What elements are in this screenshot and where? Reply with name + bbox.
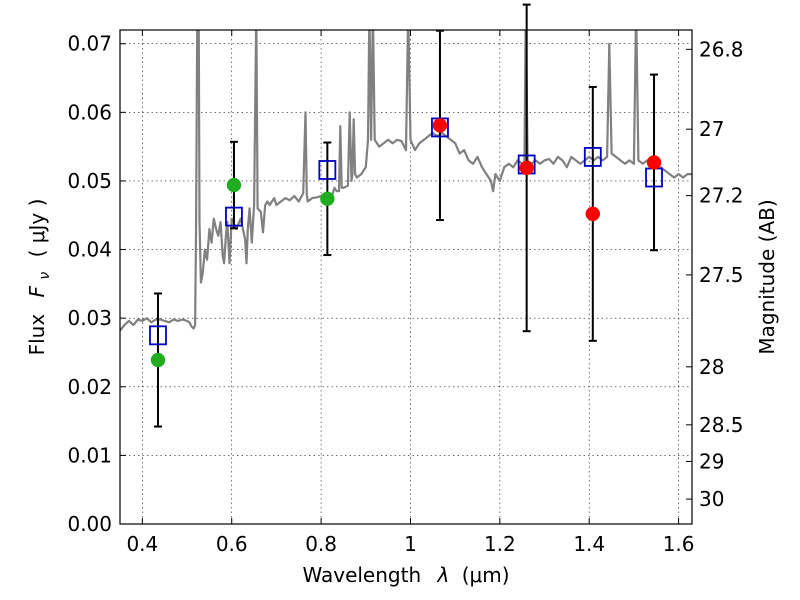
ticks: 0.4 0.6 0.8 1 1.2 1.4 1.6 0.00 0.01 0.02 0.03 0.04 0… [67,30,744,556]
observed-point-marker [519,160,534,176]
y-tick-label: 0.00 [67,512,112,536]
y2-tick-label: 27.5 [699,263,744,287]
y2-tick-label: 28.5 [699,413,744,437]
y-tick-label: 0.04 [67,238,112,262]
x-tick-label: 1 [404,532,417,556]
x-tick-label: 1.2 [484,532,516,556]
x-tick-label: 1.4 [573,532,605,556]
plot-frame [119,29,693,525]
observed-point-marker [150,352,166,368]
y2-tick-label: 27 [699,117,724,141]
observed-point-marker [585,206,601,222]
y-tick-label: 0.06 [67,100,112,124]
x-axis-label: Wavelength λ (μm) [302,563,509,587]
y2-tick-label: 27.2 [699,184,744,208]
model-square-marker [149,325,167,346]
marker-layer [149,3,663,428]
x-tick-label: 1.6 [663,532,695,556]
y2-tick-label: 26.8 [699,37,744,61]
y-tick-label: 0.02 [67,375,112,399]
y-axis-label: Flux F ν ( μJy ) [25,199,54,356]
y2-axis-label: Magnitude (AB) [755,199,779,354]
model-square-marker [318,160,337,180]
observed-point-marker [320,191,335,207]
y-tick-label: 0.07 [67,32,112,56]
y2-tick-label: 29 [699,449,724,473]
x-tick-label: 0.6 [216,532,248,556]
observed-point-marker [646,155,662,170]
observed-point-marker [432,118,448,133]
x-tick-label: 0.8 [305,532,337,556]
y-tick-label: 0.05 [67,169,112,193]
y2-tick-label: 30 [699,487,724,511]
observed-point-marker [226,177,242,193]
model-square-marker [583,147,602,167]
y-tick-label: 0.03 [67,306,112,330]
x-tick-label: 0.4 [126,532,158,556]
y-tick-label: 0.01 [67,443,112,467]
y2-tick-label: 28 [699,355,724,379]
spectrum-layer [120,30,692,332]
model-square-marker [225,206,243,227]
spectrum-line [120,30,692,332]
